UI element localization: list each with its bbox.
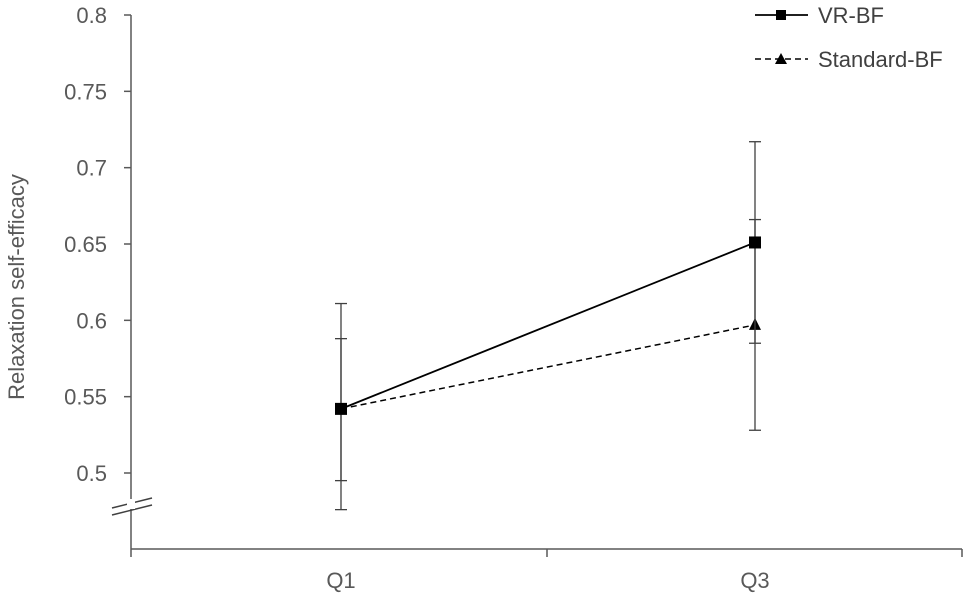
y-tick-label: 0.5	[76, 461, 107, 486]
data-point-square	[335, 402, 347, 415]
legend-item-standard-bf: Standard-BF	[755, 47, 943, 72]
legend: VR-BF Standard-BF	[755, 3, 943, 72]
axis-break-mark	[111, 497, 153, 516]
legend-item-vr-bf: VR-BF	[755, 3, 884, 28]
y-tick-label: 0.55	[64, 385, 107, 410]
y-tick-label: 0.65	[64, 232, 107, 257]
series-line-vr-bf	[340, 241, 756, 410]
y-tick-label: 0.6	[76, 308, 107, 333]
legend-square-marker	[776, 10, 786, 20]
series-standard-bf	[335, 218, 761, 511]
series-line-standard-bf	[340, 324, 756, 410]
legend-label-vr-bf: VR-BF	[818, 3, 884, 28]
x-category-label: Q1	[326, 568, 355, 593]
legend-triangle-marker	[775, 53, 787, 64]
y-tick-label: 0.8	[76, 3, 107, 28]
y-tick-label: 0.7	[76, 156, 107, 181]
y-tick-label: 0.75	[64, 79, 107, 104]
y-axis-title: Relaxation self-efficacy	[4, 174, 29, 400]
legend-label-standard-bf: Standard-BF	[818, 47, 943, 72]
x-category-label: Q3	[740, 568, 769, 593]
series-vr-bf	[335, 141, 761, 482]
data-point-square	[749, 236, 761, 249]
